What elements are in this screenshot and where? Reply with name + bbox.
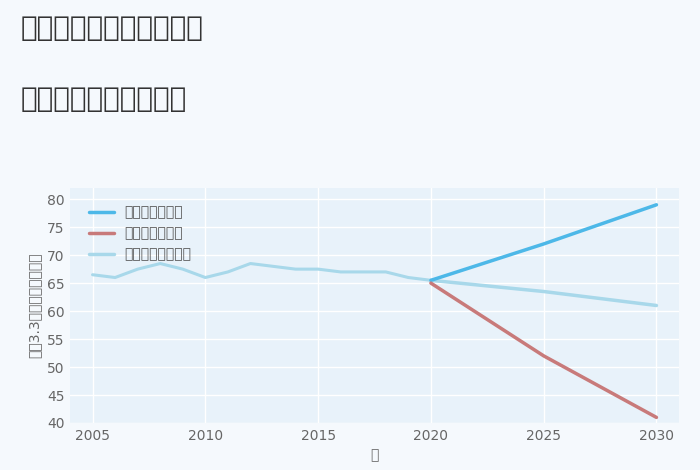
グッドシナリオ — [540, 241, 548, 247]
ノーマルシナリオ — [652, 303, 661, 308]
グッドシナリオ — [652, 202, 661, 208]
ノーマルシナリオ — [540, 289, 548, 294]
グッドシナリオ — [427, 277, 435, 283]
Text: 中古戸建ての価格推移: 中古戸建ての価格推移 — [21, 85, 188, 113]
バッドシナリオ — [540, 353, 548, 359]
Legend: グッドシナリオ, バッドシナリオ, ノーマルシナリオ: グッドシナリオ, バッドシナリオ, ノーマルシナリオ — [83, 200, 197, 266]
Text: 岐阜県岐阜市中大桑町の: 岐阜県岐阜市中大桑町の — [21, 14, 204, 42]
バッドシナリオ — [652, 415, 661, 420]
Line: グッドシナリオ: グッドシナリオ — [431, 205, 657, 280]
X-axis label: 年: 年 — [370, 448, 379, 462]
ノーマルシナリオ — [427, 277, 435, 283]
Y-axis label: 坪（3.3㎡）単価（万円）: 坪（3.3㎡）単価（万円） — [27, 253, 41, 358]
Line: ノーマルシナリオ: ノーマルシナリオ — [431, 280, 657, 306]
Line: バッドシナリオ: バッドシナリオ — [431, 283, 657, 417]
バッドシナリオ — [427, 280, 435, 286]
